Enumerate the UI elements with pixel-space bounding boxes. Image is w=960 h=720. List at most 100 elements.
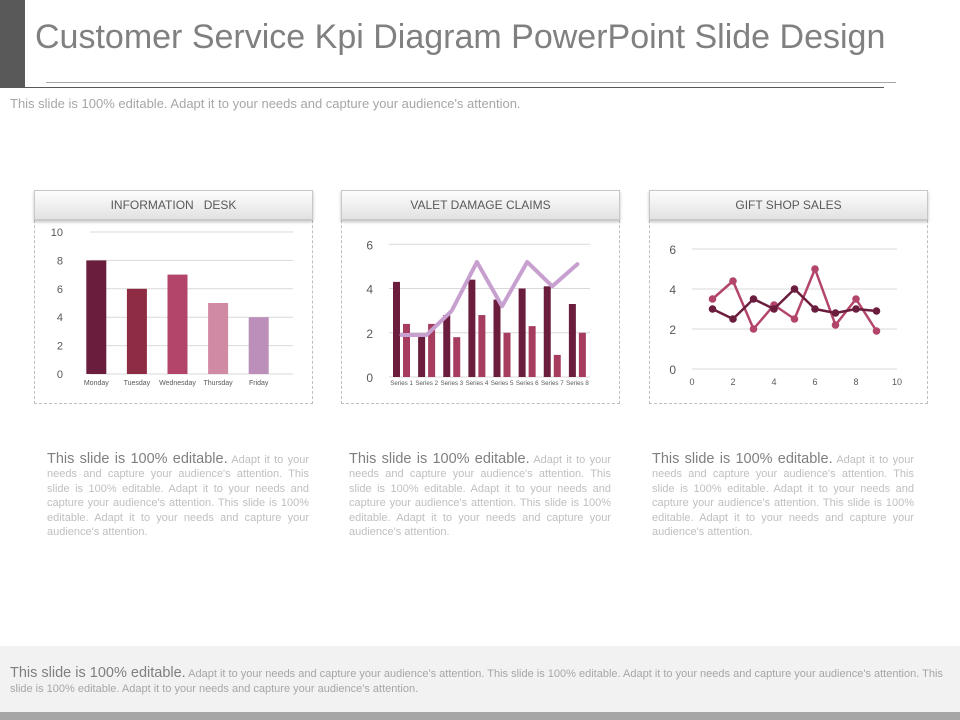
chart-panel-gift-shop-sales: GIFT SHOP SALES 0 2 4 6 0 2 4 6 8 10 xyxy=(649,190,928,404)
y-tick-label: 6 xyxy=(57,284,63,296)
chart-title: INFORMATION DESK xyxy=(34,190,313,220)
data-point xyxy=(749,325,758,333)
panel-description-2: This slide is 100% editable. Adapt it to… xyxy=(349,452,611,539)
bar xyxy=(86,260,107,374)
y-tick-label: 0 xyxy=(669,363,676,377)
y-tick-label: 10 xyxy=(51,227,63,239)
x-tick-label: 8 xyxy=(853,377,858,387)
footer-lead: This slide is 100% editable. xyxy=(10,665,186,681)
data-point xyxy=(811,305,819,313)
y-tick-label: 0 xyxy=(366,371,373,385)
bar-series-1 xyxy=(543,286,551,377)
bar-series-2 xyxy=(453,337,461,377)
footer-text: This slide is 100% editable. Adapt it to… xyxy=(10,666,950,697)
data-point xyxy=(749,295,758,303)
data-point xyxy=(831,309,840,317)
panel-description-lead: This slide is 100% editable. xyxy=(349,451,530,467)
slide-title: Customer Service Kpi Diagram PowerPoint … xyxy=(35,18,886,56)
data-point xyxy=(708,295,717,303)
chart-panel-information-desk: INFORMATION DESK 0 2 4 6 8 10 Monday Tuesday Wed… xyxy=(34,190,313,404)
panel-description-lead: This slide is 100% editable. xyxy=(47,451,228,467)
data-point xyxy=(811,265,819,273)
y-tick-label: 4 xyxy=(57,312,63,324)
panel-description-1: This slide is 100% editable. Adapt it to… xyxy=(47,452,309,539)
data-point xyxy=(729,315,737,323)
footer-body: Adapt it to your needs and capture your … xyxy=(10,668,943,695)
x-tick-label: Tuesday xyxy=(124,380,151,387)
y-tick-label: 6 xyxy=(669,243,676,257)
bar-series-2 xyxy=(553,354,561,377)
data-point xyxy=(852,305,860,313)
data-point xyxy=(790,285,799,293)
x-tick-label: 10 xyxy=(892,377,902,387)
slide-subtitle: This slide is 100% editable. Adapt it to… xyxy=(10,96,521,111)
panel-description-3: This slide is 100% editable. Adapt it to… xyxy=(652,452,914,539)
y-tick-label: 2 xyxy=(57,341,63,353)
bar xyxy=(126,288,147,374)
x-tick-label: 4 xyxy=(771,377,776,387)
bar-series-1 xyxy=(393,281,400,377)
x-tick-label: Wednesday xyxy=(159,380,196,387)
data-point xyxy=(872,327,881,335)
bar-series-2 xyxy=(478,315,486,377)
bar-series-2 xyxy=(578,332,586,377)
chart-title: VALET DAMAGE CLAIMS xyxy=(341,190,620,220)
y-tick-label: 2 xyxy=(366,327,373,341)
y-tick-label: 6 xyxy=(366,238,373,252)
y-tick-label: 4 xyxy=(366,283,373,297)
x-tick-label: 6 xyxy=(812,377,817,387)
y-tick-label: 4 xyxy=(669,283,676,297)
line-chart-gift-shop-sales: 0 2 4 6 0 2 4 6 8 10 xyxy=(669,243,902,387)
bar-series-1 xyxy=(418,334,426,377)
chart-title: GIFT SHOP SALES xyxy=(649,190,928,220)
footer-box xyxy=(0,646,960,712)
bar xyxy=(167,274,188,374)
x-tick-label: Series 1 xyxy=(390,380,413,387)
data-point xyxy=(831,321,840,329)
title-rule-light xyxy=(46,82,896,83)
x-tick-label: Series 4 xyxy=(466,380,489,387)
bar xyxy=(248,317,269,374)
x-tick-label: Series 3 xyxy=(440,380,463,387)
bar-series-1 xyxy=(493,299,501,377)
y-tick-label: 0 xyxy=(57,369,63,381)
title-rule-dark xyxy=(0,87,884,88)
bar-series-2 xyxy=(528,326,536,377)
bar-chart-information-desk: 0 2 4 6 8 10 Monday Tuesday Wednesday Thursday Fri… xyxy=(51,227,293,387)
y-tick-label: 8 xyxy=(57,255,63,267)
bar-series-1 xyxy=(518,288,526,377)
line-series xyxy=(399,259,580,337)
x-tick-label: Series 6 xyxy=(516,380,539,387)
x-tick-label: 0 xyxy=(689,377,694,387)
data-point xyxy=(790,315,799,323)
bottom-bar xyxy=(0,712,960,720)
title-accent-bar xyxy=(0,0,25,88)
x-tick-label: Monday xyxy=(84,380,109,387)
data-point xyxy=(729,277,737,285)
x-tick-label: Friday xyxy=(249,380,269,387)
bar-series-1 xyxy=(468,279,476,377)
data-point xyxy=(708,305,717,313)
bar-series-2 xyxy=(428,323,436,377)
x-tick-label: Series 5 xyxy=(491,380,514,387)
panel-description-body: Adapt it to your needs and capture your … xyxy=(652,454,914,539)
x-tick-label: Series 8 xyxy=(566,380,589,387)
data-point xyxy=(872,307,881,315)
data-point xyxy=(852,295,860,303)
bar-series-2 xyxy=(403,323,410,377)
x-tick-label: Series 7 xyxy=(541,380,564,387)
panel-description-body: Adapt it to your needs and capture your … xyxy=(47,454,309,539)
chart-panel-valet-damage-claims: VALET DAMAGE CLAIMS 0 2 4 6 Series 1 Series 2… xyxy=(341,190,620,404)
bar-series-1 xyxy=(568,304,576,377)
bar-series-2 xyxy=(503,332,511,377)
data-point xyxy=(770,305,778,313)
x-tick-label: Series 2 xyxy=(415,380,438,387)
x-tick-label: Thursday xyxy=(204,380,234,387)
bar xyxy=(208,303,229,374)
panel-description-lead: This slide is 100% editable. xyxy=(652,451,833,467)
y-tick-label: 2 xyxy=(669,323,676,337)
panel-description-body: Adapt it to your needs and capture your … xyxy=(349,454,611,539)
bar-series-1 xyxy=(443,315,451,377)
x-tick-label: 2 xyxy=(730,377,735,387)
